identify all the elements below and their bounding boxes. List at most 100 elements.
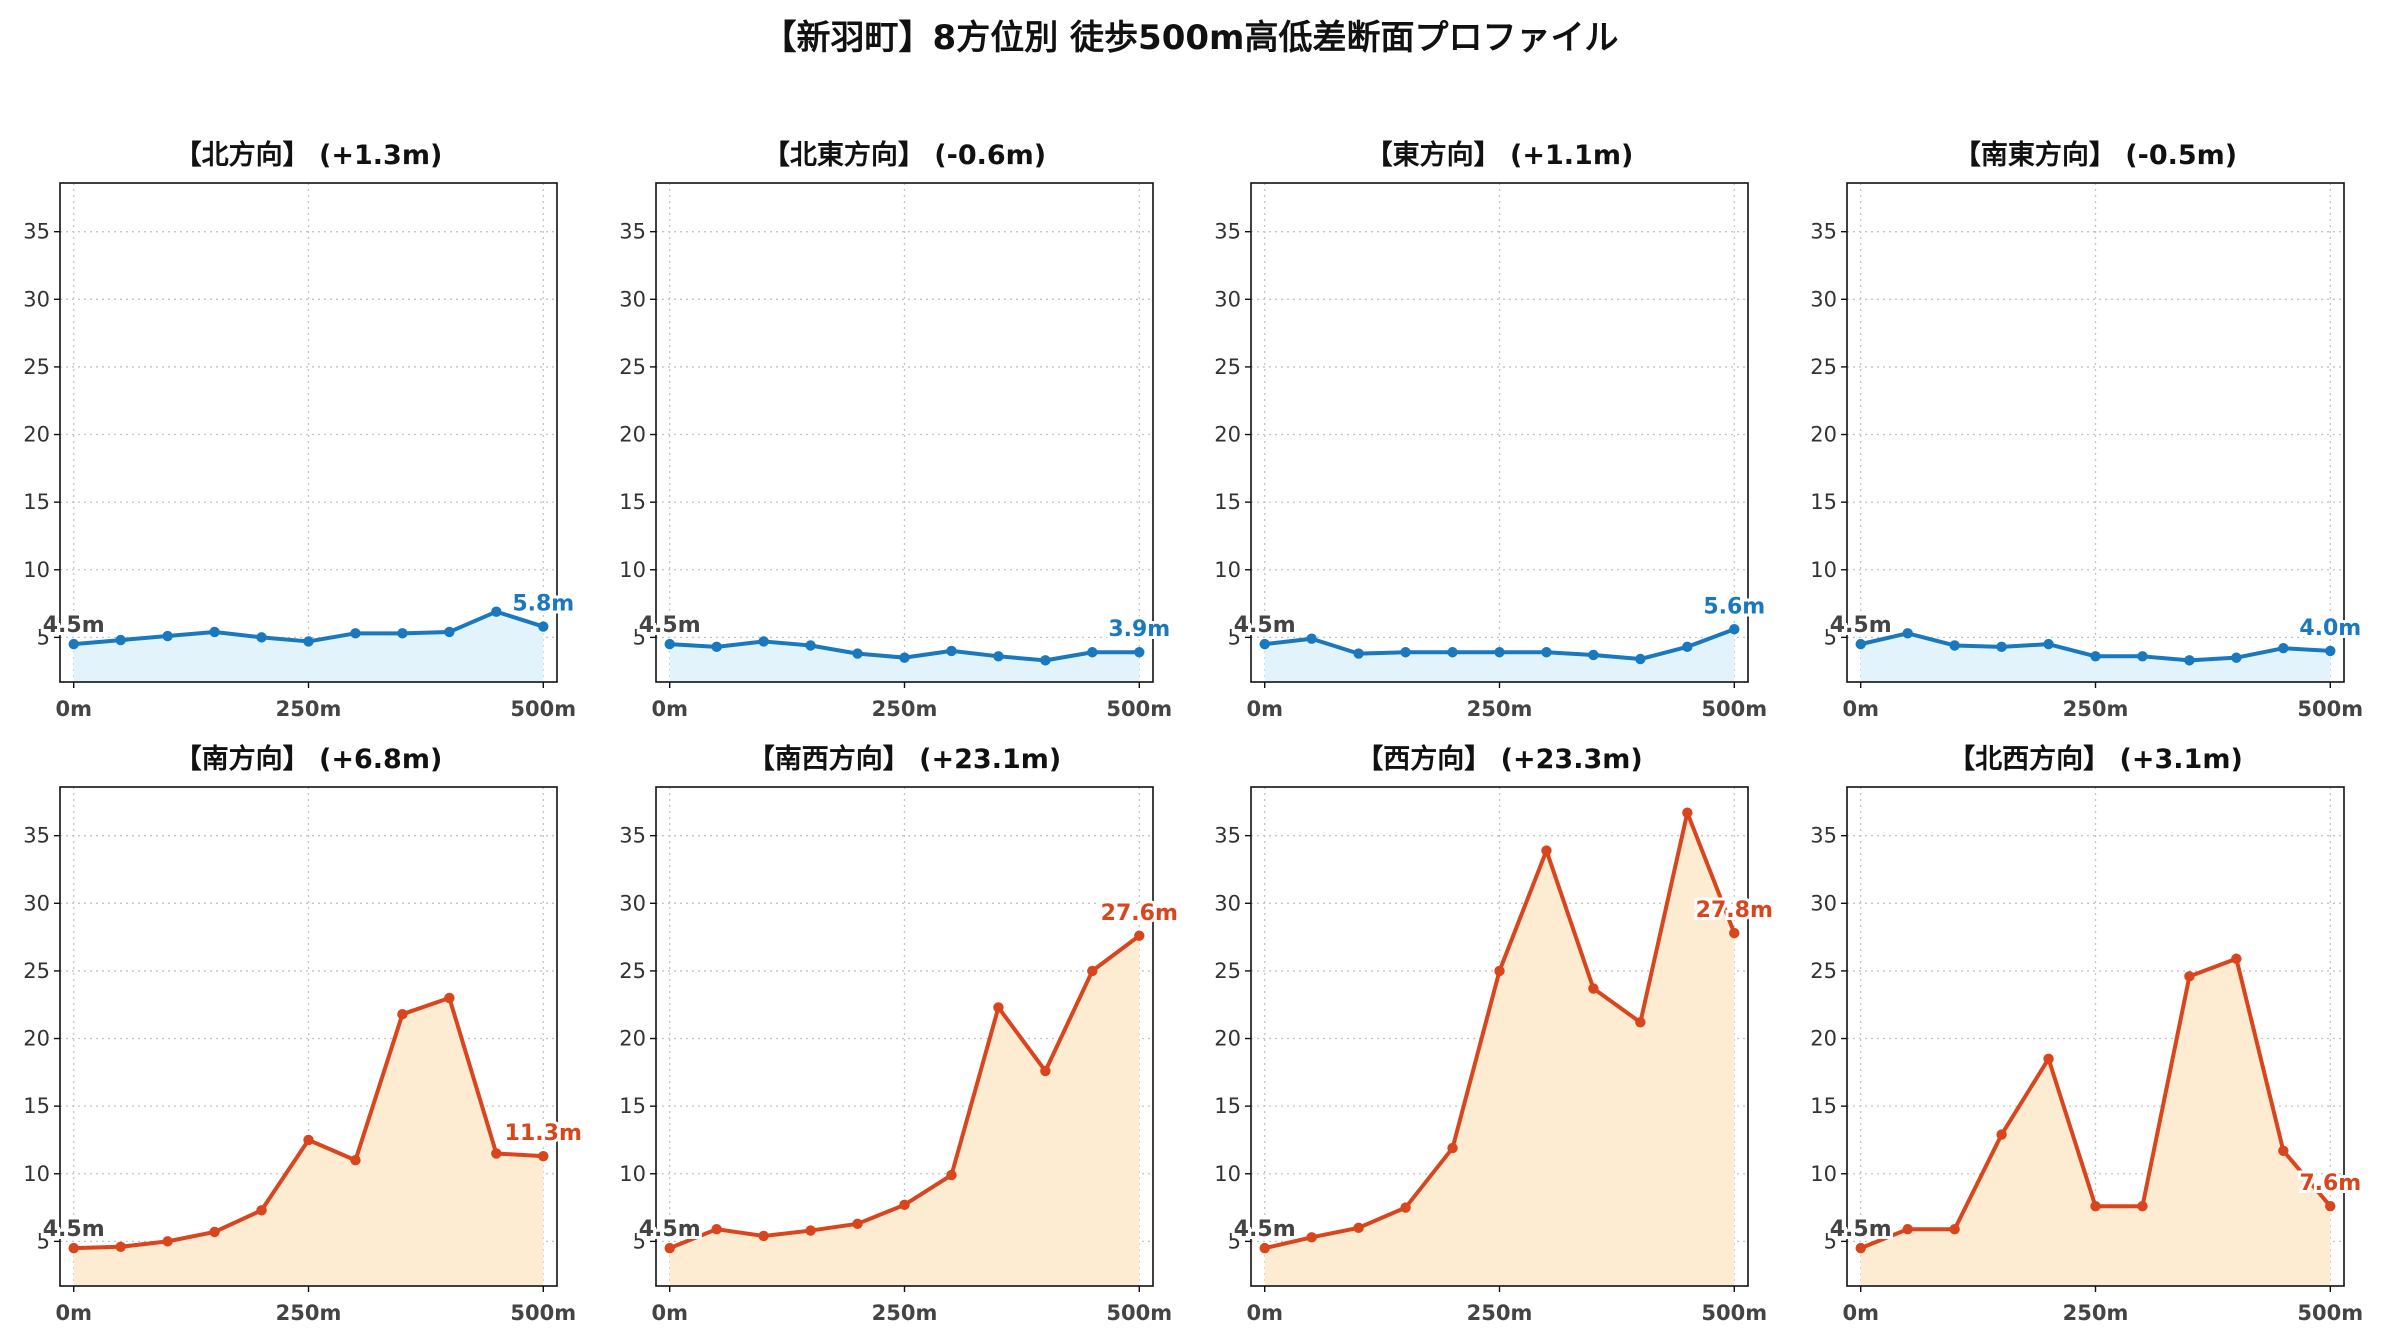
data-point: [899, 652, 910, 663]
data-point: [1588, 649, 1599, 661]
y-tick-label: 15: [1810, 490, 1837, 514]
y-tick-label: 30: [1214, 287, 1241, 311]
plot-frame: [1250, 786, 1749, 1287]
y-tick-label: 10: [1214, 1162, 1241, 1186]
data-point: [2137, 651, 2148, 662]
y-tick-label: 10: [1810, 1162, 1837, 1186]
y-tick-label: 35: [1810, 824, 1837, 848]
start-label: 4.5m: [1830, 613, 1892, 638]
data-point: [256, 1205, 267, 1216]
panel-title: 【南西方向】 (+23.1m): [748, 743, 1061, 775]
data-point: [303, 1134, 314, 1146]
y-tick-label: 35: [23, 824, 50, 848]
y-tick-label: 30: [1214, 891, 1241, 915]
data-point: [1729, 927, 1740, 939]
y-tick-label: 10: [1214, 558, 1241, 582]
data-point: [1400, 647, 1411, 658]
y-tick-label: 35: [619, 220, 646, 244]
panel-title: 【東方向】 (+1.1m): [1366, 139, 1634, 171]
start-label: 4.5m: [639, 613, 701, 638]
y-tick-label: 5: [1228, 625, 1241, 649]
area-fill: [669, 935, 1140, 1286]
end-label: 27.6m: [1101, 901, 1178, 926]
panel-title: 【北方向】 (+1.3m): [175, 139, 443, 171]
area-fill: [1264, 812, 1735, 1286]
y-tick-label: 30: [619, 287, 646, 311]
y-tick-label: 25: [23, 959, 50, 983]
x-tick-label: 500m: [510, 1301, 576, 1325]
data-point: [852, 1218, 863, 1229]
main-title: 【新羽町】8方位別 徒歩500m高低差断面プロファイル: [762, 18, 1619, 58]
chart-panel: 【南方向】 (+6.8m) 5 10 15 20 25 30 35 0m 250m 500m 4.5m…: [23, 743, 585, 1325]
chart-panel: 【北西方向】 (+3.1m) 5 10 15 20 25 30 35 0m 250m 500m 4.5…: [1810, 743, 2364, 1325]
data-point: [2231, 953, 2242, 964]
y-tick-label: 30: [23, 287, 50, 311]
data-point: [805, 1225, 816, 1236]
data-point: [1949, 1224, 1960, 1235]
data-point: [664, 1242, 675, 1254]
y-tick-label: 30: [619, 891, 646, 915]
plot-frame: [1250, 182, 1749, 683]
panel-title: 【南方向】 (+6.8m): [175, 743, 443, 775]
y-tick-label: 20: [23, 423, 50, 447]
end-label: 3.9m: [1108, 617, 1170, 642]
y-tick-label: 25: [1810, 959, 1837, 983]
data-point: [2090, 1201, 2101, 1212]
data-point: [1087, 647, 1098, 658]
data-point: [2137, 1201, 2148, 1212]
data-point: [115, 1241, 126, 1252]
plot-frame: [1846, 786, 2345, 1287]
x-tick-label: 0m: [55, 1301, 92, 1325]
x-tick-label: 250m: [2063, 1301, 2129, 1325]
data-point: [2184, 655, 2195, 666]
y-tick-label: 5: [37, 1229, 50, 1253]
data-point: [664, 638, 675, 650]
plot-frame: [1846, 182, 2345, 683]
data-point: [758, 636, 769, 647]
data-point: [2231, 652, 2242, 663]
x-tick-label: 500m: [1106, 697, 1172, 721]
y-tick-label: 25: [619, 959, 646, 983]
y-tick-label: 15: [23, 1094, 50, 1118]
data-point: [2043, 638, 2054, 650]
data-point: [444, 992, 455, 1004]
data-point: [1635, 1017, 1646, 1028]
data-point: [711, 1224, 722, 1235]
x-tick-label: 250m: [276, 1301, 342, 1325]
panel-title: 【北東方向】 (-0.6m): [763, 139, 1046, 171]
data-point: [1949, 640, 1960, 651]
start-label: 4.5m: [43, 613, 105, 638]
x-tick-label: 250m: [1467, 1301, 1533, 1325]
data-point: [1353, 1222, 1364, 1234]
chart-panel: 【北方向】 (+1.3m) 5 10 15 20 25 30 35 0m 250m 500m 4.5m…: [23, 139, 577, 721]
y-tick-label: 15: [619, 1094, 646, 1118]
start-label: 4.5m: [1830, 1217, 1892, 1242]
area-fill: [1860, 958, 2331, 1286]
x-tick-label: 250m: [872, 1301, 938, 1325]
data-point: [1855, 1242, 1866, 1254]
x-tick-label: 0m: [651, 1301, 688, 1325]
y-tick-label: 10: [1810, 558, 1837, 582]
data-point: [162, 1236, 173, 1247]
end-label: 7.6m: [2299, 1171, 2361, 1196]
data-point: [1353, 648, 1364, 659]
data-point: [711, 641, 722, 653]
y-tick-label: 10: [619, 1162, 646, 1186]
y-tick-label: 5: [37, 625, 50, 649]
data-point: [993, 651, 1004, 662]
data-point: [1040, 655, 1051, 666]
data-point: [2278, 1145, 2289, 1156]
plot-frame: [655, 786, 1154, 1287]
data-point: [1902, 1224, 1913, 1235]
chart-panel: 【北東方向】 (-0.6m) 5 10 15 20 25 30 35 0m 250m 500m 4.5…: [619, 139, 1173, 721]
x-tick-label: 500m: [1106, 1301, 1172, 1325]
y-tick-label: 5: [1228, 1229, 1241, 1253]
data-point: [68, 1242, 79, 1254]
data-point: [2184, 971, 2195, 982]
x-tick-label: 500m: [2297, 1301, 2363, 1325]
data-point: [209, 626, 220, 638]
data-point: [1682, 807, 1693, 818]
plot-frame: [59, 786, 558, 1287]
data-point: [1996, 641, 2007, 653]
y-tick-label: 25: [1810, 355, 1837, 379]
